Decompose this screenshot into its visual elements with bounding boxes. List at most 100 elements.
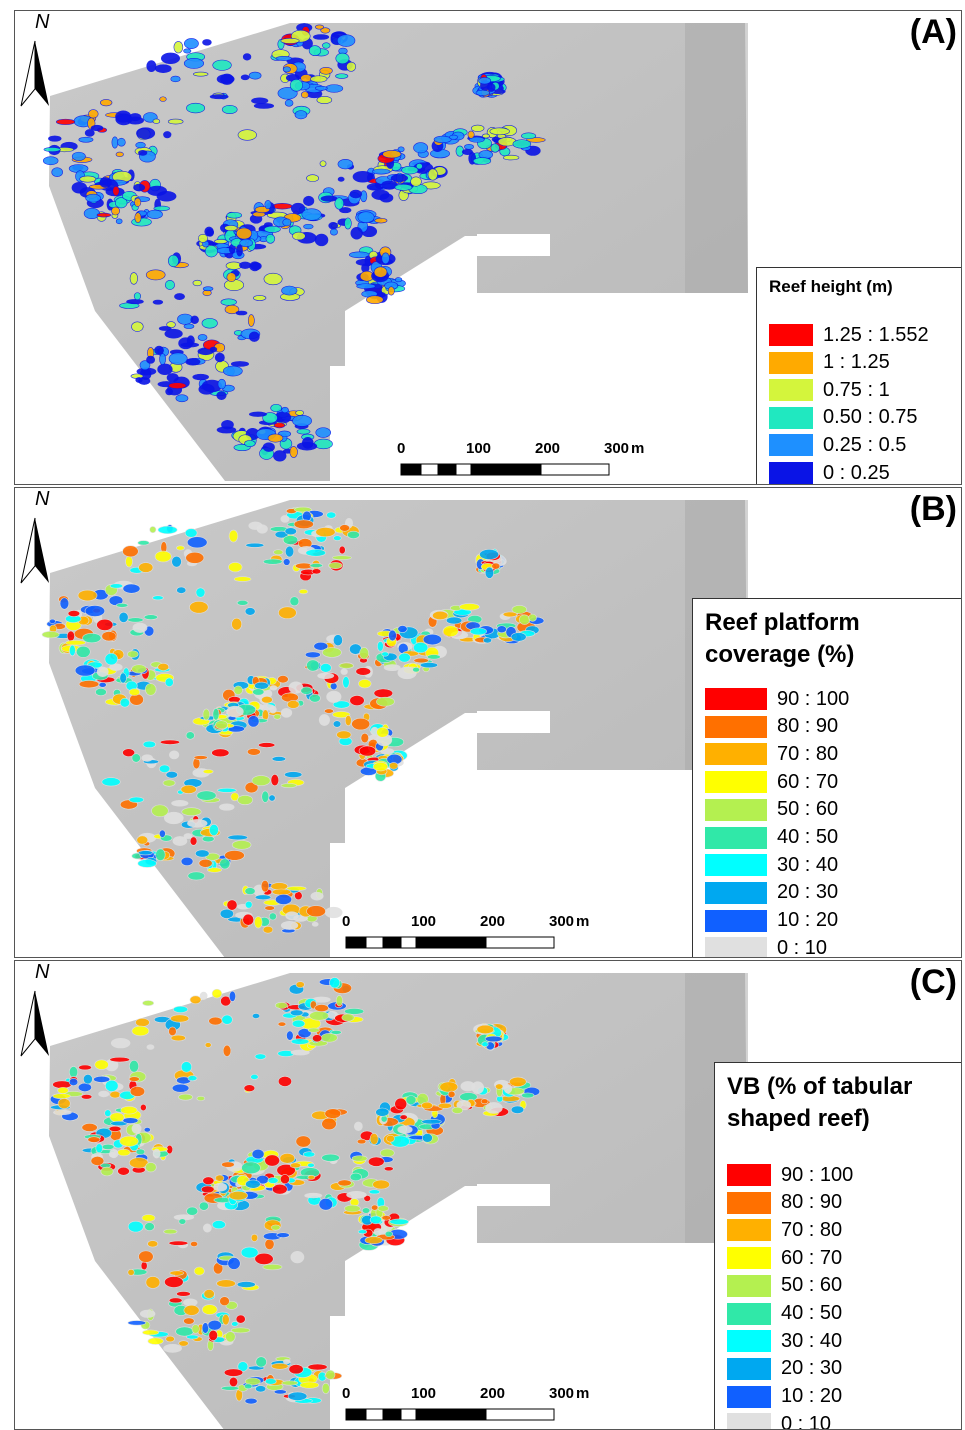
reef-patch (382, 253, 390, 264)
legend-label: 1.25 : 1.552 (823, 324, 929, 347)
reef-patch (155, 65, 171, 73)
scale-bar-segment (401, 464, 421, 475)
reef-patch (480, 549, 499, 559)
legend-label: 50 : 60 (781, 1274, 842, 1297)
reef-patch (116, 603, 128, 607)
reef-patch (118, 1167, 130, 1175)
scale-tick-label: 100 (466, 440, 491, 457)
legend-label: 50 : 60 (777, 798, 838, 821)
legend-swatch (727, 1358, 771, 1380)
legend-swatch (727, 1330, 771, 1352)
reef-patch (102, 631, 116, 641)
reef-patch (367, 184, 382, 191)
reef-patch (245, 901, 252, 908)
reef-patch (434, 136, 451, 143)
reef-patch (96, 1144, 103, 1153)
north-label: N (35, 488, 49, 511)
reef-patch (386, 1135, 394, 1142)
scale-bar-segment (416, 937, 486, 948)
reef-patch (179, 1341, 189, 1346)
legend-swatch (769, 434, 813, 456)
reef-patch (421, 1102, 432, 1109)
reef-patch (317, 96, 332, 103)
reef-patch (127, 299, 144, 304)
reef-patch (195, 850, 209, 857)
reef-patch (265, 906, 275, 911)
legend-swatch (705, 799, 767, 821)
reef-patch (172, 1084, 189, 1092)
reef-patch (482, 1042, 488, 1047)
reef-patch (381, 181, 397, 190)
reef-patch (511, 633, 526, 642)
legend-label: 90 : 100 (781, 1164, 853, 1187)
reef-patch (202, 39, 211, 45)
reef-patch (169, 1241, 188, 1245)
reef-patch (325, 85, 342, 93)
reef-patch (202, 1305, 217, 1315)
reef-patch (163, 131, 171, 137)
reef-patch (347, 531, 359, 538)
reef-patch (136, 128, 154, 139)
legend-entry: 60 : 70 (705, 770, 838, 794)
legend-entry: 20 : 30 (705, 881, 838, 905)
reef-patch (139, 563, 153, 573)
reef-patch (312, 922, 318, 926)
reef-patch (222, 1015, 233, 1024)
reef-patch (275, 894, 291, 904)
reef-patch (236, 311, 247, 315)
scale-unit: m (576, 913, 589, 930)
scale-unit: m (576, 1385, 589, 1402)
reef-patch (171, 76, 181, 82)
reef-patch (166, 771, 178, 778)
reef-patch (450, 135, 458, 139)
reef-patch (299, 589, 308, 593)
reef-patch (78, 1065, 91, 1070)
reef-patch (121, 1106, 137, 1114)
reef-patch (52, 168, 63, 177)
legend-swatch (705, 937, 767, 958)
reef-patch (244, 1384, 252, 1389)
scale-bar-segment (346, 937, 366, 948)
no-data-gap (477, 711, 550, 733)
reef-patch (136, 1018, 150, 1026)
reef-patch (209, 1017, 223, 1025)
reef-patch (272, 756, 286, 761)
map-panel: (B)N0100200300mReef platform coverage (%… (14, 487, 962, 958)
scale-tick-label: 300 (549, 913, 574, 930)
scale-tick-label: 0 (397, 440, 405, 457)
reef-patch (327, 691, 342, 703)
reef-patch (188, 872, 205, 880)
reef-patch (99, 682, 106, 687)
reef-patch (262, 791, 269, 802)
legend-swatch (727, 1413, 771, 1430)
reef-patch (443, 626, 458, 637)
scale-bar-segment (471, 464, 541, 475)
reef-patch (285, 100, 293, 107)
reef-patch (110, 1057, 130, 1062)
reef-patch (174, 41, 183, 53)
reef-patch (283, 1359, 290, 1364)
reef-patch (229, 1377, 238, 1386)
reef-patch (266, 234, 275, 243)
reef-patch (470, 628, 486, 635)
reef-patch (229, 530, 238, 542)
reef-patch (173, 836, 187, 845)
reef-patch (306, 175, 318, 182)
legend-label: 80 : 90 (781, 1191, 842, 1214)
reef-patch (295, 111, 307, 119)
reef-patch (222, 1314, 229, 1325)
reef-patch (132, 218, 152, 226)
reef-patch (255, 1054, 266, 1060)
reef-patch (142, 1214, 155, 1221)
reef-patch (219, 804, 234, 811)
reef-patch (119, 612, 128, 622)
reef-patch (215, 1175, 224, 1181)
reef-patch (199, 859, 212, 867)
legend-swatch (705, 743, 767, 765)
reef-patch (521, 133, 535, 139)
scale-bar-segment (366, 1409, 383, 1420)
reef-patch (156, 849, 166, 861)
reef-patch (223, 366, 242, 376)
reef-patch (278, 1076, 291, 1086)
reef-patch (269, 795, 275, 801)
